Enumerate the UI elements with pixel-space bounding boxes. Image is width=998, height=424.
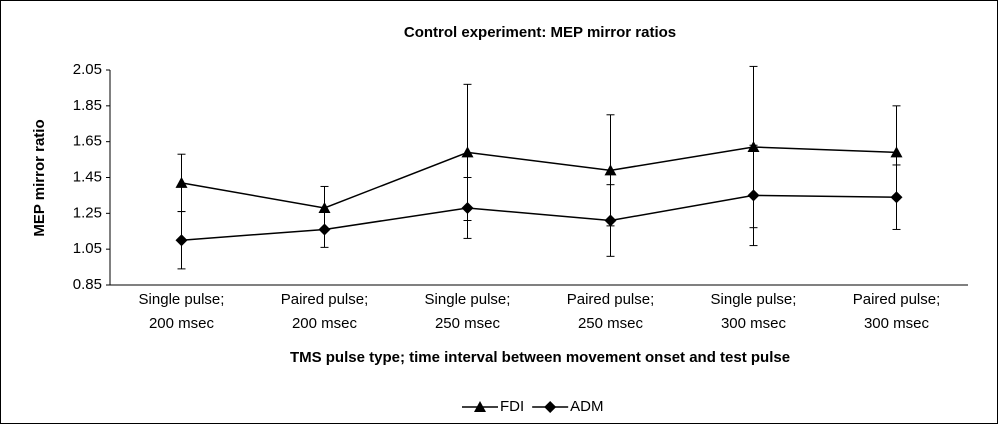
marker <box>747 189 760 202</box>
x-tick-label: Paired pulse; 300 msec <box>853 291 941 332</box>
x-tick-label: Paired pulse; 250 msec <box>567 291 655 332</box>
y-tick-label: 1.45 <box>73 168 102 185</box>
series-line <box>181 194 897 241</box>
y-tick-label: 1.05 <box>73 240 102 257</box>
y-axis-title: MEP mirror ratio <box>31 119 48 236</box>
chart-title: Control experiment: MEP mirror ratios <box>404 24 676 41</box>
x-tick-label: Single pulse; 250 msec <box>425 291 511 332</box>
legend-label: FDI <box>500 398 524 415</box>
marker <box>604 214 617 227</box>
y-tick-label: 1.25 <box>73 204 102 221</box>
marker <box>461 146 474 158</box>
marker <box>604 164 617 176</box>
marker <box>890 146 903 158</box>
x-tick-label: Single pulse; 300 msec <box>711 291 797 332</box>
marker <box>175 176 188 188</box>
marker <box>318 223 331 236</box>
y-tick-label: 1.85 <box>73 97 102 114</box>
series-line <box>181 146 897 209</box>
x-tick-label: Paired pulse; 200 msec <box>281 291 369 332</box>
marker <box>461 201 474 214</box>
marker <box>318 201 331 213</box>
y-tick-label: 1.65 <box>73 133 102 150</box>
x-axis-title: TMS pulse type; time interval between mo… <box>290 349 790 366</box>
y-tick-label: 2.05 <box>73 61 102 78</box>
marker <box>890 191 903 204</box>
marker <box>175 234 188 247</box>
y-tick-label: 0.85 <box>73 276 102 293</box>
x-tick-label: Single pulse; 200 msec <box>139 291 225 332</box>
legend-label: ADM <box>570 398 603 415</box>
marker <box>474 401 486 412</box>
marker <box>544 401 557 413</box>
